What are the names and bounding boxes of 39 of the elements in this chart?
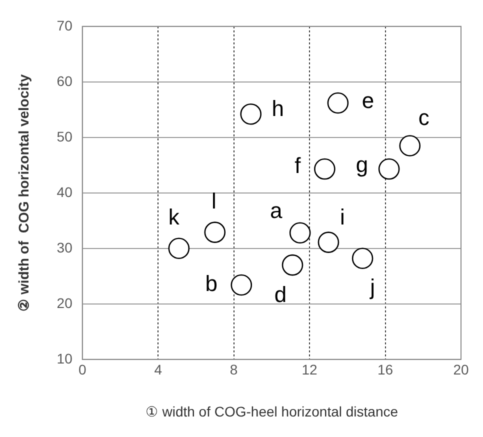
point	[240, 103, 262, 125]
y-tick-label: 10	[56, 350, 73, 366]
point	[314, 158, 336, 180]
point	[318, 232, 340, 253]
annotation: d	[274, 282, 287, 308]
y-tick-label: 50	[56, 128, 73, 144]
y-tick-label: 20	[56, 294, 73, 311]
annotation: f	[294, 153, 302, 178]
point	[378, 158, 400, 180]
annotation: l	[211, 188, 216, 214]
point	[230, 274, 252, 296]
y-tick-label: 40	[56, 184, 73, 200]
x-tick-label: 12	[302, 362, 318, 378]
annotation: i	[340, 204, 345, 230]
point	[282, 254, 304, 276]
y-tick-label: 60	[56, 72, 73, 89]
annotation: c	[418, 104, 430, 130]
y-tick-label: 70	[56, 17, 73, 34]
point	[399, 135, 421, 156]
annotation: e	[362, 88, 374, 114]
x-tick-label: 0	[78, 362, 86, 378]
x-tick-label: 8	[230, 362, 238, 378]
annotation: b	[205, 271, 218, 296]
y-tick-label: 30	[56, 239, 73, 256]
x-tick-label: 16	[377, 362, 394, 378]
point	[352, 248, 374, 270]
point	[168, 238, 190, 260]
point	[289, 222, 311, 244]
x-axis-title: ① width of COG-heel horizontal distance	[145, 403, 398, 420]
x-tick-label: 4	[154, 362, 162, 378]
annotation: k	[168, 204, 180, 230]
annotation: g	[356, 152, 368, 178]
y-axis-title: ② width of COG horizontal velocity	[15, 74, 32, 312]
x-tick-label: 20	[453, 362, 469, 378]
annotation: j	[369, 274, 375, 300]
annotation: h	[272, 96, 284, 122]
point	[327, 92, 349, 114]
annotation: a	[270, 198, 283, 223]
point	[204, 222, 226, 243]
